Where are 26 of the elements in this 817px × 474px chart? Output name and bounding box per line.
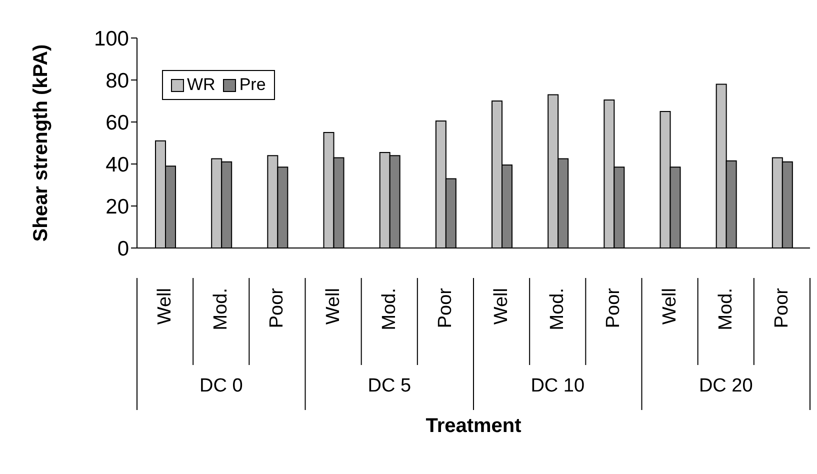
x-tick-label: Mod. [378, 288, 400, 330]
x-tick-label: Poor [434, 287, 456, 328]
legend-label: WR [186, 75, 216, 95]
y-tick-label: 100 [94, 27, 129, 50]
x-tick-label: Well [659, 288, 680, 325]
x-tick-label: Well [154, 288, 176, 325]
y-tick-label: 20 [106, 195, 129, 218]
y-axis-title: Shear strength (kPA) [30, 44, 52, 242]
y-tick-label: 0 [117, 237, 129, 260]
x-tick-label: Well [491, 288, 512, 325]
text: DC 20 [698, 376, 753, 396]
legend-label: Pre [238, 75, 266, 95]
text: DC 10 [530, 376, 585, 396]
x-tick-label: Poor [771, 287, 792, 328]
x-tick-label: Mod. [210, 288, 232, 330]
x-axis-title: Treatment [426, 415, 522, 437]
x-tick-label: Mod. [715, 288, 736, 330]
y-tick-label: 80 [106, 69, 129, 92]
text: DC 0 [199, 376, 243, 396]
x-tick-label: Mod. [547, 288, 568, 330]
x-tick-label: Poor [266, 287, 288, 328]
y-tick-label: 40 [106, 153, 129, 176]
x-tick-label: Well [322, 288, 344, 325]
text: DC 5 [368, 376, 412, 396]
x-tick-label: Poor [603, 287, 624, 328]
y-tick-label: 60 [106, 111, 129, 134]
